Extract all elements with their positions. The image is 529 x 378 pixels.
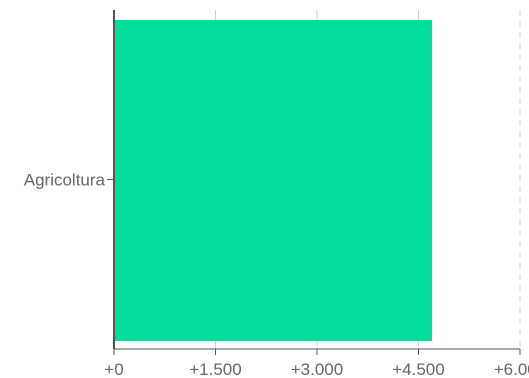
labels: +0 +1.500 +3.000 +4.500 +6.000 Agricoltura (24, 171, 529, 378)
x-tick-label: +3.000 (291, 360, 343, 378)
x-tick-label: +6.000 (494, 360, 529, 378)
bars (114, 20, 433, 341)
x-tick-label: +0 (104, 360, 123, 378)
x-tick-label: +4.500 (392, 360, 444, 378)
category-label: Agricoltura (24, 171, 106, 190)
axes (107, 10, 521, 355)
x-tick-label: +1.500 (189, 360, 241, 378)
bar (114, 20, 433, 341)
